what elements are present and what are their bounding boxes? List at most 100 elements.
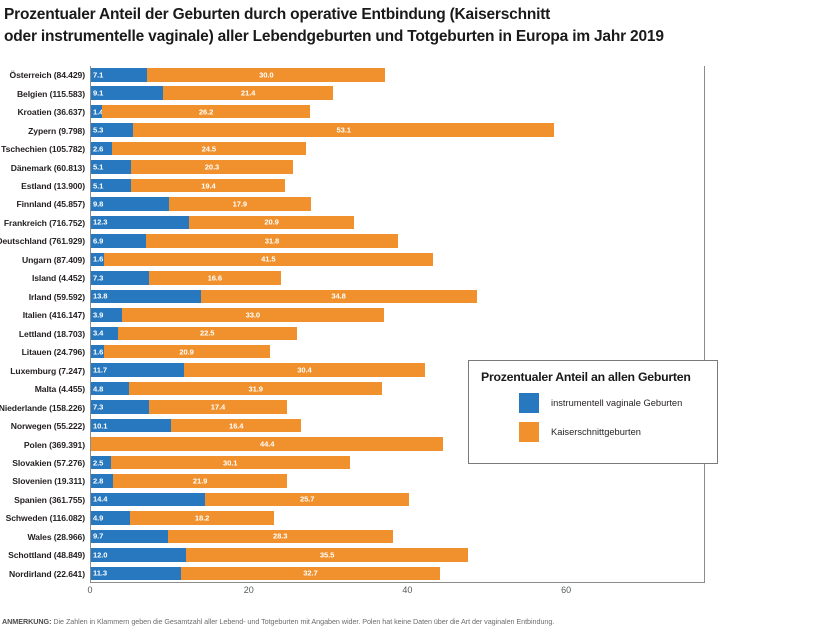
page-title: Prozentualer Anteil der Geburten durch o… bbox=[4, 4, 704, 49]
category-label: Ungarn (87.409) bbox=[22, 254, 85, 265]
bar-segment-instrumental-vaginal: 7.3 bbox=[91, 271, 149, 285]
bar-segment-instrumental-vaginal: 9.8 bbox=[91, 197, 169, 211]
category-label: Malta (4.455) bbox=[34, 384, 85, 395]
chart-bar-row: Slovenien (19.311) 2.8 21.9 bbox=[12, 472, 704, 490]
chart-bar-row: Slovakien (57.276) 2.5 30.1 bbox=[12, 454, 704, 472]
page-title-line-2: oder instrumentelle vaginale) aller Lebe… bbox=[4, 28, 664, 46]
bar-segment-caesarean: 31.9 bbox=[129, 381, 383, 396]
legend-item-caesarean: Kaiserschnittgeburten bbox=[519, 422, 705, 442]
bar-segment-caesarean: 21.9 bbox=[113, 474, 287, 488]
bar-value-label: 20.3 bbox=[204, 162, 220, 172]
bar-value-label: 2.5 bbox=[93, 458, 104, 467]
bar-segment-caesarean: 19.4 bbox=[131, 178, 286, 193]
chart-bar-row: Spanien (361.755) 14.4 25.7 bbox=[14, 491, 704, 509]
bar-segment-caesarean: 34.8 bbox=[200, 289, 477, 304]
bar-value-label: 30.0 bbox=[259, 70, 274, 80]
bar-value-label: 3.9 bbox=[93, 310, 104, 320]
chart-bar-row: Lettland (18.703) 3.4 22.5 bbox=[19, 325, 704, 343]
bar-value-label: 26.2 bbox=[198, 107, 214, 117]
bar-value-label: 20.9 bbox=[179, 347, 194, 357]
legend-swatch-blue bbox=[519, 393, 539, 413]
bar-segment-caesarean: 26.2 bbox=[102, 104, 311, 119]
category-label: Dänemark (60.813) bbox=[10, 162, 85, 173]
bar-value-label: 5.1 bbox=[93, 181, 104, 191]
bar-segment-instrumental-vaginal: 1.4 bbox=[91, 104, 103, 119]
category-label: Österreich (84.429) bbox=[9, 70, 86, 81]
bar-segment-instrumental-vaginal: 10.1 bbox=[91, 418, 172, 433]
chart-bar-row: Irland (59.592) 13.8 34.8 bbox=[29, 288, 704, 306]
chart-bar-row: Ungarn (87.409) 1.6 41.5 bbox=[22, 251, 704, 269]
category-label: Lettland (18.703) bbox=[18, 328, 85, 339]
chart-bar-row: Island (4.452) 7.3 16.6 bbox=[32, 269, 704, 287]
bar-value-label: 7.1 bbox=[93, 70, 104, 80]
chart-bar-row: Malta (4.455) 4.8 31.9 bbox=[35, 380, 704, 398]
legend-label-instrumental-vaginal: instrumentell vaginale Geburten bbox=[551, 398, 683, 408]
chart-legend: Prozentualer Anteil an allen Geburten in… bbox=[468, 360, 718, 464]
bar-segment-caesarean: 16.4 bbox=[171, 418, 302, 433]
bar-segment-caesarean: 20.9 bbox=[188, 215, 355, 230]
bar-segment-instrumental-vaginal: 2.6 bbox=[91, 141, 112, 156]
bar-segment-instrumental-vaginal: 5.1 bbox=[91, 178, 132, 193]
bar-segment-instrumental-vaginal: 4.8 bbox=[91, 381, 130, 396]
category-label: Nordirland (22.641) bbox=[9, 568, 85, 579]
bar-value-label: 18.2 bbox=[194, 513, 210, 523]
bar-segment-instrumental-vaginal: 9.7 bbox=[91, 529, 168, 544]
bar-segment-instrumental-vaginal: 9.1 bbox=[91, 86, 164, 100]
bar-value-label: 21.9 bbox=[192, 476, 208, 486]
category-label: Finnland (45.857) bbox=[16, 199, 86, 210]
bar-segment-instrumental-vaginal: 6.9 bbox=[91, 234, 146, 248]
bar-value-label: 9.7 bbox=[93, 531, 104, 541]
bar-segment-caesarean: 17.9 bbox=[168, 197, 311, 211]
bar-segment-instrumental-vaginal: 5.1 bbox=[91, 160, 132, 174]
bar-value-label: 22.5 bbox=[200, 328, 215, 338]
bar-value-label: 16.4 bbox=[229, 421, 244, 431]
bar-segment-caesarean: 30.4 bbox=[183, 363, 426, 377]
legend-title: Prozentualer Anteil an allen Geburten bbox=[481, 370, 691, 384]
bar-value-label: 31.9 bbox=[248, 384, 263, 394]
bar-value-label: 12.0 bbox=[93, 550, 108, 560]
chart-bar-row: Deutschland (761.929) 6.9 31.8 bbox=[0, 232, 704, 250]
category-label: Luxemburg (7.247) bbox=[10, 365, 85, 376]
category-label: Estland (13.900) bbox=[21, 181, 85, 191]
bar-value-label: 11.3 bbox=[93, 568, 107, 578]
bar-value-label: 16.6 bbox=[207, 273, 222, 283]
bar-segment-instrumental-vaginal: 11.3 bbox=[91, 566, 181, 581]
bar-segment-instrumental-vaginal: 3.4 bbox=[91, 326, 118, 340]
bar-value-label: 53.1 bbox=[336, 125, 351, 135]
legend-label-caesarean: Kaiserschnittgeburten bbox=[551, 427, 641, 437]
bar-value-label: 31.8 bbox=[264, 236, 280, 246]
category-label: Deutschland (761.929) bbox=[0, 236, 85, 247]
category-label: Belgien (115.583) bbox=[16, 88, 85, 99]
bar-segment-caesarean: 41.5 bbox=[103, 252, 433, 267]
chart-bar-row: Litauen (24.796) 1.6 20.9 bbox=[22, 343, 704, 361]
bar-segment-instrumental-vaginal: 4.9 bbox=[91, 511, 130, 525]
bar-segment-instrumental-vaginal: 5.3 bbox=[91, 123, 134, 137]
bar-segment-caesarean: 30.1 bbox=[110, 455, 350, 470]
legend-item-instrumental-vaginal: instrumentell vaginale Geburten bbox=[519, 393, 705, 413]
bar-segment-caesarean: 22.5 bbox=[117, 326, 297, 340]
chart-bar-row: Wales (28.966) 9.7 28.3 bbox=[27, 528, 704, 546]
x-axis-tick-label: 40 bbox=[402, 585, 413, 595]
bar-value-label: 2.8 bbox=[93, 476, 104, 486]
legend-swatch-orange bbox=[519, 422, 539, 442]
category-label: Norwegen (55.222) bbox=[10, 421, 85, 432]
bar-value-label: 13.8 bbox=[93, 291, 108, 301]
chart-bar-row: Luxemburg (7.247) 11.7 30.4 bbox=[10, 361, 704, 379]
chart-bar-row: Polen (369.391) 44.4 bbox=[24, 435, 704, 453]
category-label: Schweden (116.082) bbox=[5, 513, 86, 524]
bar-segment-caesarean: 18.2 bbox=[129, 511, 275, 525]
bar-segment-caesarean: 20.3 bbox=[131, 160, 293, 174]
category-label: Litauen (24.796) bbox=[21, 347, 85, 358]
bar-value-label: 44.4 bbox=[259, 439, 275, 449]
bar-segment-instrumental-vaginal: 2.5 bbox=[91, 455, 111, 470]
bar-value-label: 32.7 bbox=[303, 568, 318, 578]
bar-segment-caesarean: 35.5 bbox=[186, 548, 468, 562]
bar-value-label: 35.5 bbox=[319, 550, 335, 560]
bar-segment-instrumental-vaginal: 13.8 bbox=[91, 289, 201, 304]
category-label: Schottland (48.849) bbox=[8, 550, 85, 561]
category-label: Frankreich (716.752) bbox=[3, 217, 85, 228]
bar-value-label: 34.8 bbox=[331, 291, 346, 301]
bar-value-label: 5.1 bbox=[93, 162, 104, 172]
chart-bar-rows: Österreich (84.429) 7.1 30.0 Belgien (115.5… bbox=[0, 66, 704, 582]
bar-value-label: 19.4 bbox=[201, 181, 216, 191]
